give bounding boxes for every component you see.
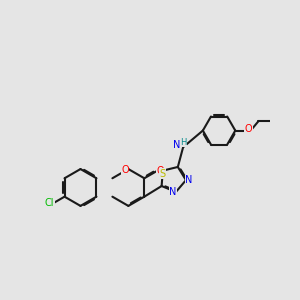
Text: O: O [245,124,252,134]
Text: O: O [121,165,129,175]
Text: O: O [156,166,164,176]
Text: N: N [169,187,176,197]
Text: N: N [185,175,193,185]
Text: Cl: Cl [45,198,54,208]
Text: N: N [173,140,181,150]
Text: S: S [160,169,166,179]
Text: H: H [180,138,187,147]
